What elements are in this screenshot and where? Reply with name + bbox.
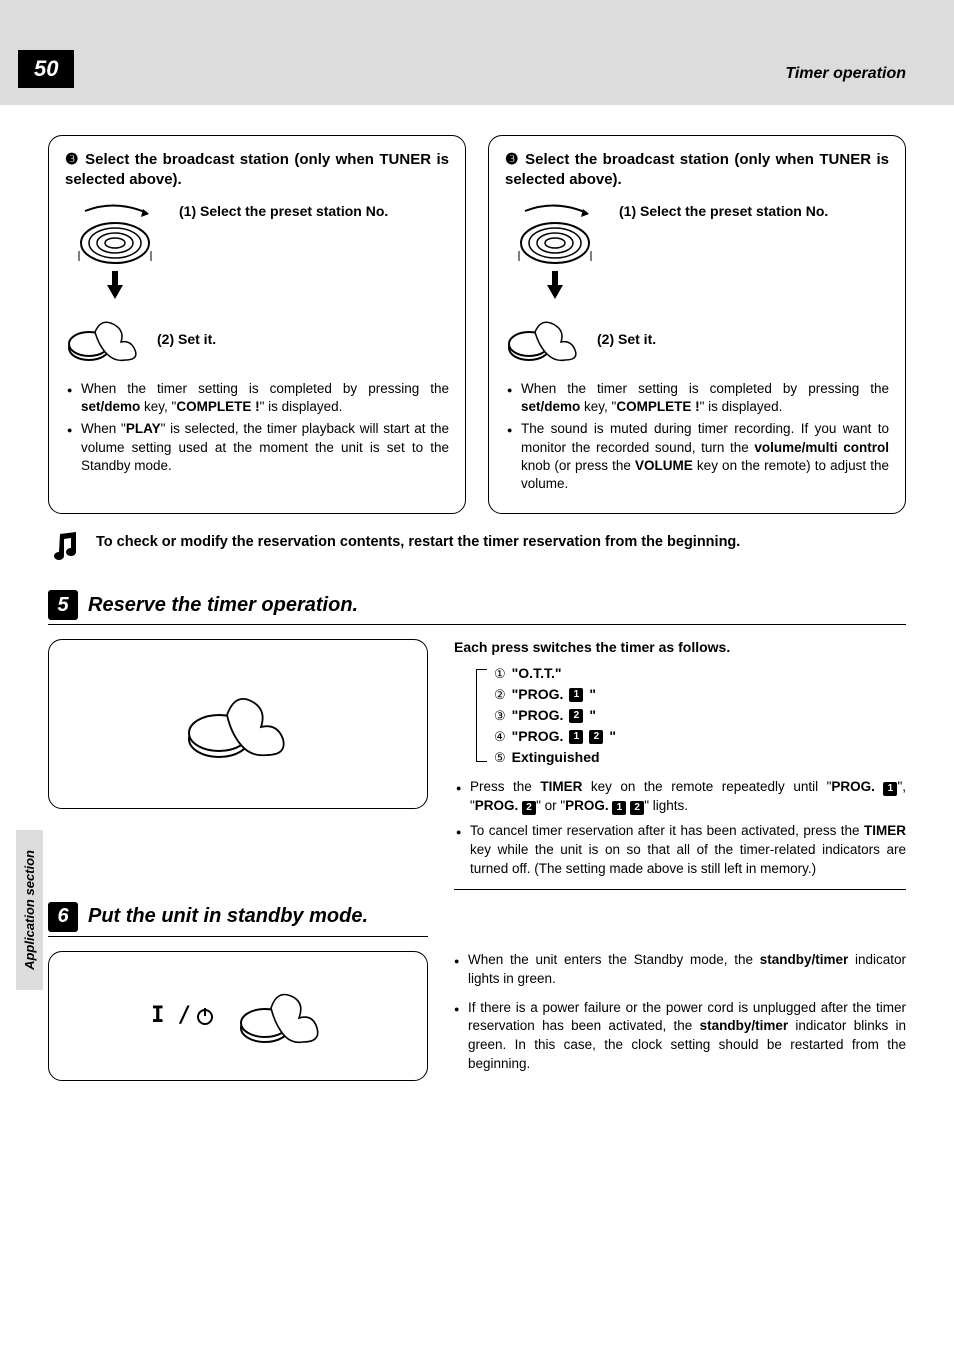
down-arrow-icon	[545, 271, 565, 299]
step5-subheading: Each press switches the timer as follows…	[454, 639, 906, 655]
right-bullet-1: When the timer setting is completed by p…	[507, 380, 889, 416]
step5-right: Each press switches the timer as follows…	[454, 639, 906, 899]
press-button-icon	[505, 312, 583, 366]
dial-icon	[505, 203, 605, 265]
step6-bullets: When the unit enters the Standby mode, t…	[454, 951, 906, 1074]
right-bullet-2: The sound is muted during timer recordin…	[507, 420, 889, 493]
step5-bullets: Press the TIMER key on the remote repeat…	[454, 778, 906, 878]
step5-header: 5 Reserve the timer operation.	[48, 590, 906, 625]
power-symbol: I /	[151, 1003, 215, 1028]
switch-item-4: ④ "PROG. 1 2"	[494, 726, 906, 747]
step6-title: Put the unit in standby mode.	[88, 905, 368, 928]
step3-columns: Select the broadcast station (only when …	[48, 135, 906, 514]
step3-right-box: Select the broadcast station (only when …	[488, 135, 906, 514]
switch-item-5: ⑤ Extinguished	[494, 747, 906, 768]
step3-heading-r: Select the broadcast station (only when …	[505, 150, 889, 189]
header-title: Timer operation	[785, 65, 906, 83]
left-bullet-2: When "PLAY" is selected, the timer playb…	[67, 420, 449, 475]
step5-badge: 5	[48, 590, 78, 620]
step3-sub2-r: (2) Set it.	[597, 331, 656, 347]
note-row: To check or modify the reservation conte…	[48, 530, 906, 564]
switch-item-1: ① "O.T.T."	[494, 663, 906, 684]
left-bullet-list: When the timer setting is completed by p…	[65, 380, 449, 475]
step6-bullet-2: If there is a power failure or the power…	[454, 999, 906, 1075]
right-bullet-list: When the timer setting is completed by p…	[505, 380, 889, 493]
step3-heading: Select the broadcast station (only when …	[65, 150, 449, 189]
step3-sub1: (1) Select the preset station No.	[179, 203, 388, 219]
dial-icon	[65, 203, 165, 265]
step6-header: 6 Put the unit in standby mode.	[48, 902, 428, 937]
timer-switch-list: ① "O.T.T." ② "PROG. 1" ③ "PROG. 2" ④ "PR…	[494, 663, 906, 768]
step6-left-box: I /	[48, 951, 428, 1081]
page-number: 50	[18, 50, 74, 88]
press-button-icon	[235, 984, 325, 1048]
step6-bullet-1: When the unit enters the Standby mode, t…	[454, 951, 906, 989]
step6-badge: 6	[48, 902, 78, 932]
main-content: Select the broadcast station (only when …	[0, 135, 954, 1084]
standby-icon	[195, 1006, 215, 1026]
step5-bullet-1: Press the TIMER key on the remote repeat…	[456, 778, 906, 816]
step5-left-box	[48, 639, 428, 809]
top-bar: 50 Timer operation	[0, 0, 954, 105]
step3-left-box: Select the broadcast station (only when …	[48, 135, 466, 514]
press-button-icon-large	[183, 685, 293, 763]
press-button-icon	[65, 312, 143, 366]
step6-right: When the unit enters the Standby mode, t…	[454, 951, 906, 1084]
note-text: To check or modify the reservation conte…	[96, 530, 740, 550]
step5-title: Reserve the timer operation.	[88, 594, 358, 617]
switch-item-3: ③ "PROG. 2"	[494, 705, 906, 726]
down-arrow-icon	[105, 271, 125, 299]
step5-bullet-2: To cancel timer reservation after it has…	[456, 822, 906, 879]
step3-sub1-r: (1) Select the preset station No.	[619, 203, 828, 219]
divider	[454, 889, 906, 890]
switch-item-2: ② "PROG. 1"	[494, 684, 906, 705]
music-note-icon	[48, 530, 82, 564]
step3-sub2: (2) Set it.	[157, 331, 216, 347]
left-bullet-1: When the timer setting is completed by p…	[67, 380, 449, 416]
